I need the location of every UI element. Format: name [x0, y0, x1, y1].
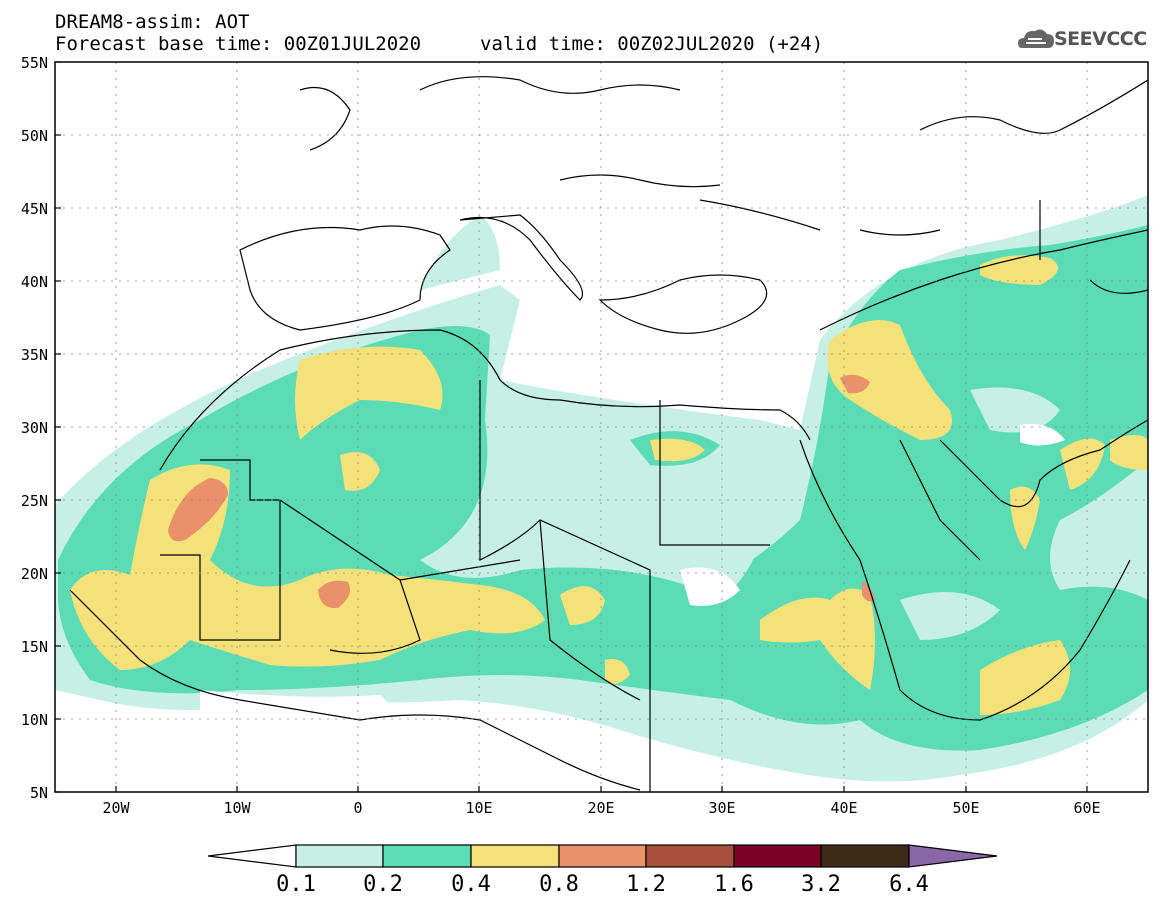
lat-label: 25N [20, 492, 48, 510]
colorbar-label: 1.2 [626, 872, 666, 897]
colorbar-label: 3.2 [801, 872, 841, 897]
map-title: DREAM8-assim: AOT [55, 11, 250, 33]
colorbar-label: 0.4 [451, 872, 491, 897]
lat-label: 45N [20, 200, 48, 218]
logo-text: SEEVCCC [1054, 28, 1147, 50]
colorbar-bin [382, 844, 472, 868]
colorbar [207, 844, 998, 868]
lon-label: 20W [102, 799, 130, 817]
valid-time: valid time: 00Z02JUL2020 (+24) [480, 33, 824, 55]
lon-label: 50E [952, 799, 980, 817]
lat-label: 40N [20, 273, 48, 291]
aot-field [55, 62, 1148, 792]
lat-label: 35N [20, 346, 48, 364]
lat-label: 5N [29, 784, 48, 802]
lat-label: 20N [20, 565, 48, 583]
colorbar-bin [645, 844, 735, 868]
colorbar-bin [820, 844, 910, 868]
lon-label: 10E [465, 799, 493, 817]
lon-label: 0 [353, 799, 363, 817]
colorbar-label: 6.4 [889, 872, 929, 897]
colorbar-label: 1.6 [714, 872, 754, 897]
lat-label: 30N [20, 419, 48, 437]
colorbar-label: 0.1 [276, 872, 316, 897]
colorbar-bin [470, 844, 560, 868]
lat-label: 50N [20, 127, 48, 145]
lon-label: 60E [1073, 799, 1101, 817]
colorbar-label: 0.2 [363, 872, 403, 897]
lon-label: 20E [587, 799, 615, 817]
colorbar-bin-above [908, 844, 998, 868]
colorbar-label: 0.8 [539, 872, 579, 897]
colorbar-bin [295, 844, 384, 868]
lon-label: 30E [708, 799, 736, 817]
graticule [55, 62, 1148, 792]
lon-label: 40E [830, 799, 858, 817]
lon-label: 10W [223, 799, 251, 817]
lat-label: 10N [20, 711, 48, 729]
colorbar-bin [558, 844, 647, 868]
lat-label: 55N [20, 54, 48, 72]
forecast-base-time: Forecast base time: 00Z01JUL2020 [55, 33, 422, 55]
colorbar-bin-below [207, 844, 297, 868]
lat-label: 15N [20, 638, 48, 656]
colorbar-bin [733, 844, 822, 868]
cloud-logo-icon [1018, 29, 1054, 48]
